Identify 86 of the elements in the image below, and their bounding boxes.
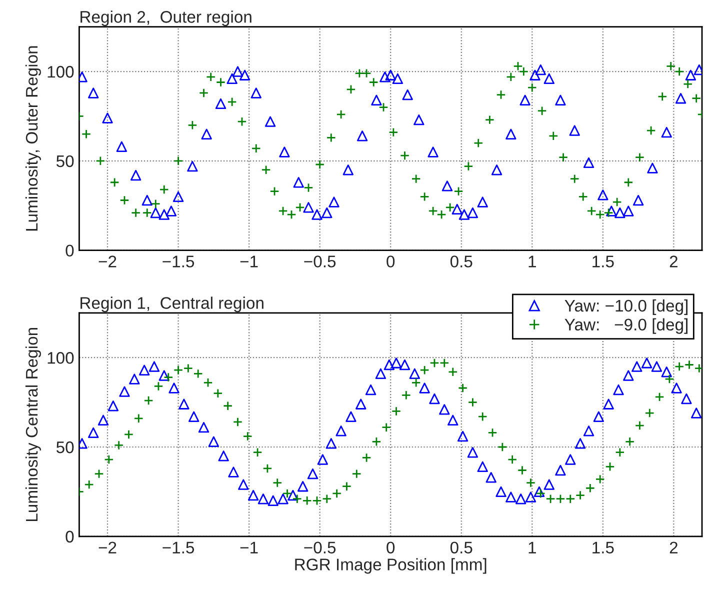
x-tick-label: −2 [98, 256, 116, 268]
point [385, 70, 396, 80]
x-tick-label: 0.5 [450, 256, 472, 268]
point [458, 209, 470, 220]
point [555, 94, 566, 106]
x-tick-label: 2 [670, 542, 678, 554]
x-tick-label: 2 [670, 256, 678, 268]
x-tick-label: 0 [386, 256, 395, 268]
x-tick-label: −2 [98, 542, 116, 554]
point [201, 128, 212, 140]
point [623, 206, 634, 216]
x-tick-label: 1 [528, 542, 536, 554]
x-tick-label: 1.5 [592, 542, 614, 554]
point [414, 114, 424, 126]
point [661, 126, 672, 138]
point [428, 146, 438, 158]
point [215, 98, 226, 110]
x-tick-label: −1.5 [162, 256, 194, 268]
point [88, 88, 99, 98]
x-tick-label: −1 [240, 542, 258, 554]
point [506, 128, 516, 140]
y-axis-title: Luminosity, Outer Region [25, 46, 41, 231]
point [544, 73, 554, 84]
x-tick-label: −0.5 [304, 542, 336, 554]
chart-title: Region 1, Central region [80, 296, 264, 312]
point [452, 204, 462, 215]
y-tick-label: 100 [48, 66, 74, 78]
point [598, 190, 608, 200]
point [158, 209, 170, 220]
point [392, 73, 404, 84]
point [130, 170, 142, 181]
y-tick-label: 50 [56, 441, 74, 454]
point [303, 202, 314, 213]
y-tick-label: 100 [48, 352, 74, 364]
point [380, 72, 390, 82]
point [226, 73, 238, 84]
point [239, 70, 250, 80]
y-axis-title: Luminosity Central Region [25, 328, 41, 522]
point [356, 130, 368, 142]
point [264, 116, 276, 127]
x-tick-label: 0.5 [450, 542, 472, 554]
point [142, 194, 152, 206]
point [675, 92, 686, 104]
point [371, 94, 382, 106]
point [279, 146, 290, 158]
point [583, 157, 594, 168]
point [150, 207, 161, 218]
legend-label: Yaw: −10.0 [deg] [564, 299, 688, 315]
point [187, 160, 198, 172]
point [166, 206, 177, 216]
point [520, 94, 530, 106]
point [402, 89, 413, 100]
point [569, 125, 580, 136]
x-tick-label: 0 [386, 542, 395, 554]
point [342, 164, 354, 176]
x-tick-label: 1 [528, 256, 536, 268]
x-tick-label: −1 [240, 256, 258, 268]
point [102, 112, 113, 124]
point [467, 207, 478, 218]
point [491, 164, 502, 176]
point [442, 180, 453, 192]
chart-title: Region 2, Outer region [80, 10, 252, 26]
point [535, 64, 546, 76]
point [250, 88, 262, 98]
point [477, 196, 488, 208]
point [312, 209, 322, 220]
point [614, 207, 626, 218]
x-tick-label: −0.5 [304, 256, 336, 268]
point [293, 177, 304, 188]
point [322, 207, 332, 218]
point [172, 191, 184, 202]
point [647, 162, 658, 174]
x-tick-label: 1.5 [592, 256, 614, 268]
x-tick-label: −1.5 [162, 542, 194, 554]
x-axis-title: RGR Image Position [mm] [295, 558, 486, 574]
point [632, 194, 644, 206]
point [685, 70, 696, 80]
point [530, 70, 540, 80]
legend-label: Yaw: −9.0 [deg] [564, 318, 688, 334]
y-tick-label: 50 [56, 155, 74, 168]
point [116, 141, 128, 152]
y-tick-label: 0 [66, 530, 74, 543]
point [328, 196, 340, 208]
y-tick-label: 0 [66, 244, 74, 257]
point [606, 206, 617, 216]
point [232, 66, 244, 77]
